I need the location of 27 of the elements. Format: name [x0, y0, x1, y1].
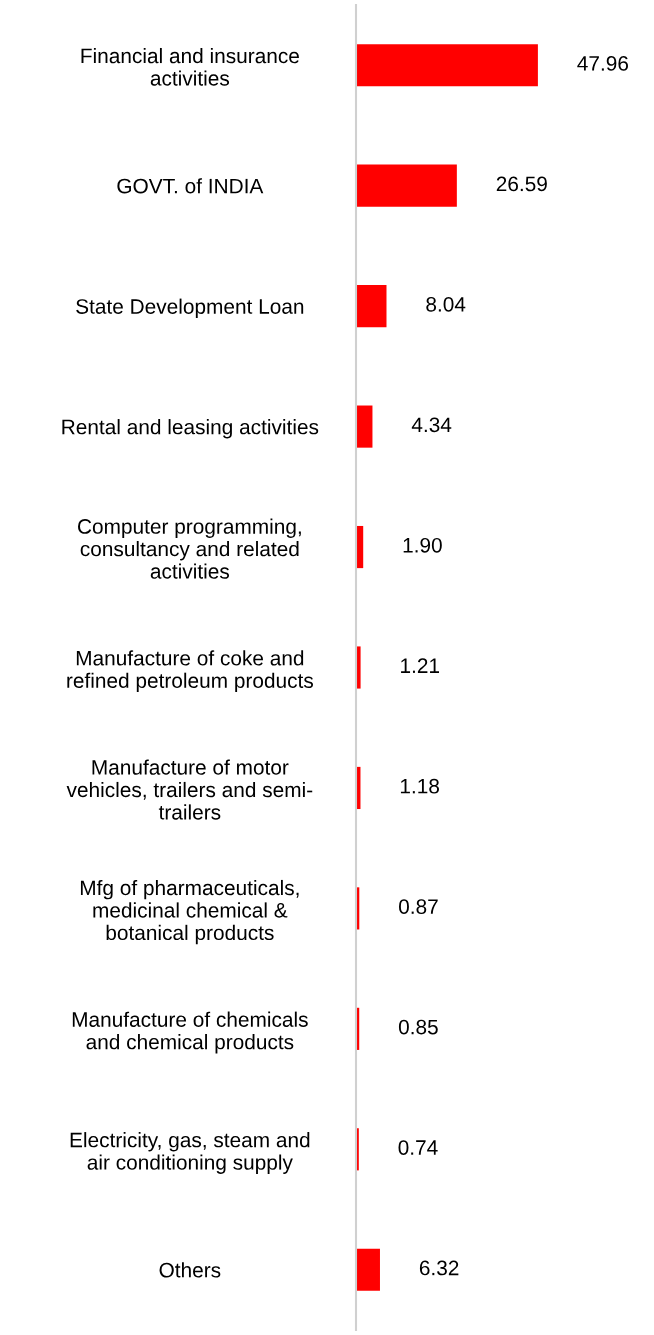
- data-label: 8.04: [426, 296, 466, 312]
- y-tick-label: Financial and insurance activities: [81, 47, 299, 86]
- bar: [356, 164, 457, 207]
- data-label: 47.96: [577, 56, 629, 71]
- bar: [356, 285, 387, 328]
- bar: [356, 44, 538, 87]
- y-tick-label: Computer programming, consultancy and related activities: [78, 518, 301, 579]
- y-tick-label: Rental and leasing activities: [62, 419, 319, 439]
- y-tick-label: State Development Loan: [76, 298, 304, 319]
- bar: [356, 405, 373, 448]
- y-tick-label: Mfg of pharmaceuticals, medicinal chemical & botanical products: [80, 879, 299, 945]
- data-label: 1.21: [401, 658, 440, 673]
- data-label: 6.32: [419, 1260, 459, 1276]
- y-tick-label: Electricity, gas, steam and air conditioning supply: [70, 1132, 310, 1174]
- y-tick-label: Manufacture of chemicals and chemical products: [72, 1011, 308, 1054]
- data-label: 0.85: [398, 1019, 438, 1035]
- data-label: 4.34: [411, 417, 452, 433]
- data-label: 0.87: [399, 899, 438, 914]
- y-tick-label: Manufacture of coke and refined petroleum products: [67, 650, 313, 693]
- data-label: 0.74: [398, 1140, 438, 1155]
- data-label: 26.59: [496, 176, 547, 192]
- data-label: 1.90: [403, 537, 442, 553]
- y-tick-label: GOVT. of INDIA: [117, 178, 264, 194]
- y-tick-label: Manufacture of motor vehicles, trailers and semi- trailers: [66, 759, 313, 820]
- data-label: 1.18: [400, 778, 440, 794]
- y-tick-label: Others: [159, 1262, 221, 1278]
- bar: [356, 1248, 380, 1291]
